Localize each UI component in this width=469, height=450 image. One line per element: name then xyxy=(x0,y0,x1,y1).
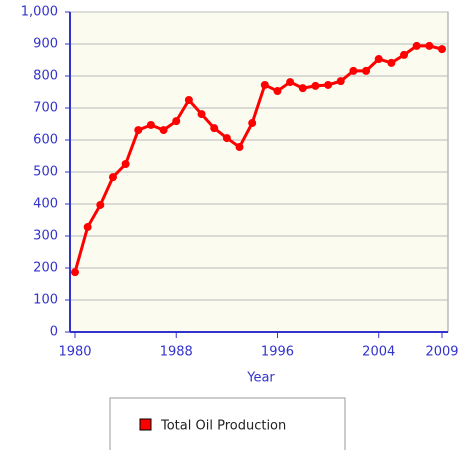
y-tick-label: 800 xyxy=(33,69,58,84)
data-point xyxy=(374,55,383,64)
x-axis-label: Year xyxy=(246,371,275,386)
x-tick-label: 1980 xyxy=(58,345,91,360)
data-point xyxy=(197,110,206,119)
data-point xyxy=(273,87,282,96)
data-point xyxy=(311,81,320,90)
data-point xyxy=(286,78,295,87)
data-point xyxy=(159,126,168,135)
y-tick-label: 900 xyxy=(33,37,58,52)
legend-swatch xyxy=(139,418,152,431)
data-point xyxy=(349,66,358,75)
data-point xyxy=(438,45,446,54)
data-point xyxy=(235,143,244,152)
data-point xyxy=(362,66,371,75)
data-point xyxy=(222,134,231,143)
data-point xyxy=(96,200,105,209)
y-tick-label: 700 xyxy=(33,101,58,116)
x-tick-label: 2009 xyxy=(425,345,458,360)
data-point xyxy=(71,268,79,277)
data-point xyxy=(324,80,333,89)
x-tick-label: 1996 xyxy=(261,345,294,360)
data-point xyxy=(134,126,143,135)
data-point xyxy=(248,119,257,128)
data-point xyxy=(298,84,307,93)
data-point xyxy=(83,223,92,232)
data-point xyxy=(172,117,181,126)
data-point xyxy=(400,50,409,59)
y-tick-label: 200 xyxy=(33,261,58,276)
data-point xyxy=(108,173,117,182)
data-point xyxy=(387,58,396,67)
data-point xyxy=(146,120,155,129)
data-point xyxy=(121,160,130,168)
y-tick-label: 0 xyxy=(50,325,58,340)
y-tick-label: 300 xyxy=(33,229,58,244)
legend-label: Total Oil Production xyxy=(160,419,286,434)
y-tick-label: 500 xyxy=(33,165,58,180)
y-tick-label: 100 xyxy=(33,293,58,308)
y-tick-label: 400 xyxy=(33,197,58,212)
data-point xyxy=(425,41,434,50)
y-tick-label: 1,000 xyxy=(21,5,58,20)
x-tick-label: 1988 xyxy=(160,345,193,360)
data-point xyxy=(184,96,193,104)
y-tick-label: 600 xyxy=(33,133,58,148)
data-point xyxy=(210,124,219,133)
data-point xyxy=(336,77,345,86)
data-point xyxy=(412,41,421,50)
data-point xyxy=(260,80,269,89)
x-tick-label: 2004 xyxy=(362,345,395,360)
